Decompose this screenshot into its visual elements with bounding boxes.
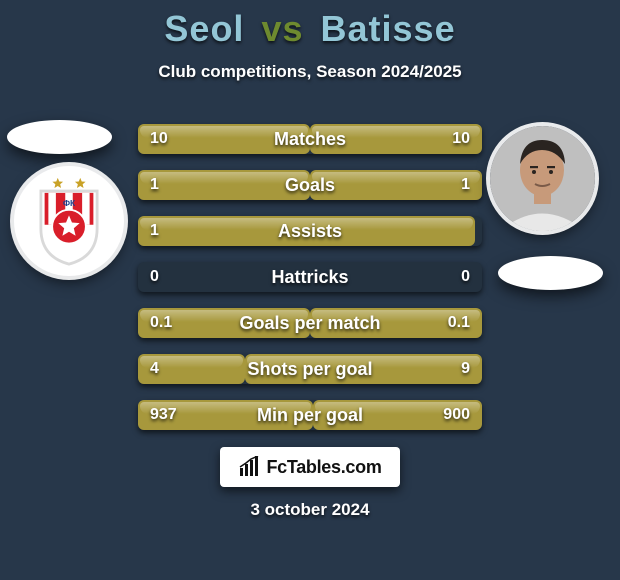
date-label: 3 october 2024	[0, 500, 620, 520]
stat-row: 1Assists	[138, 216, 482, 246]
page-title: Seol vs Batisse	[0, 8, 620, 50]
subtitle: Club competitions, Season 2024/2025	[0, 62, 620, 82]
stat-row: 11Goals	[138, 170, 482, 200]
crest-graphic: ФК	[29, 176, 109, 266]
title-player2: Batisse	[321, 8, 456, 49]
stat-row: 00Hattricks	[138, 262, 482, 292]
stat-label: Matches	[138, 124, 482, 154]
stat-row: 49Shots per goal	[138, 354, 482, 384]
brand-badge: FcTables.com	[220, 447, 400, 487]
team-crest-left: ФК	[14, 166, 124, 276]
left-ellipse	[7, 120, 112, 154]
stat-label: Shots per goal	[138, 354, 482, 384]
stat-label: Goals per match	[138, 308, 482, 338]
stat-label: Assists	[138, 216, 482, 246]
stat-label: Goals	[138, 170, 482, 200]
brand-text: FcTables.com	[266, 457, 381, 478]
svg-text:ФК: ФК	[63, 198, 76, 208]
stat-row: 937900Min per goal	[138, 400, 482, 430]
brand-chart-icon	[238, 456, 260, 478]
right-ellipse	[498, 256, 603, 290]
stat-row: 1010Matches	[138, 124, 482, 154]
player-avatar-right	[490, 126, 595, 231]
stat-row: 0.10.1Goals per match	[138, 308, 482, 338]
title-vs: vs	[261, 8, 303, 49]
title-player1: Seol	[164, 8, 244, 49]
stat-label: Hattricks	[138, 262, 482, 292]
stat-label: Min per goal	[138, 400, 482, 430]
